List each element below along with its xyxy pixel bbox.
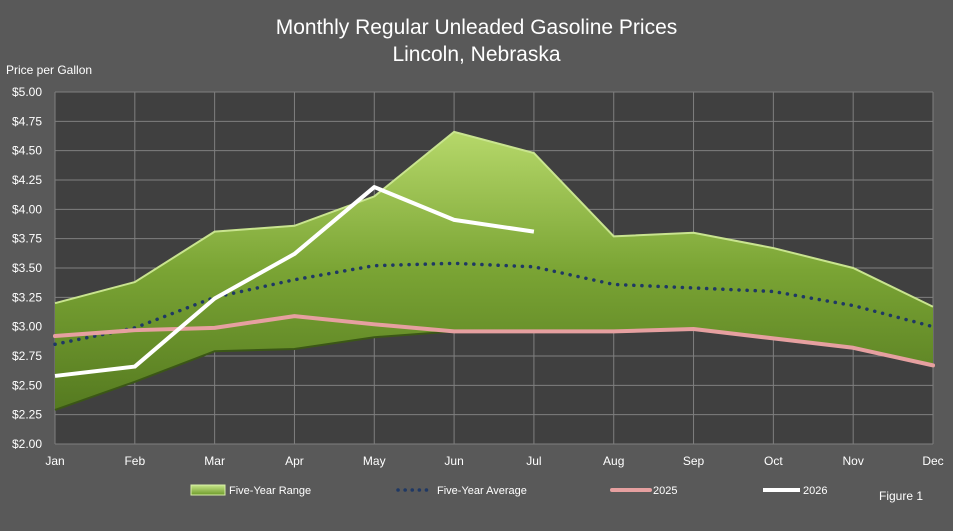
y-tick-label: $2.25 (12, 408, 42, 422)
x-tick-label: May (363, 454, 386, 468)
y-tick-label: $3.25 (12, 290, 42, 304)
legend-label-2025: 2025 (653, 485, 677, 497)
five-year-range-area (55, 131, 933, 410)
series-line-2026 (54, 185, 535, 378)
y-tick-label: $3.50 (12, 261, 42, 275)
five-year-range-upper-edge (54, 130, 934, 308)
y-tick-label: $4.50 (12, 144, 42, 158)
x-tick-label: Apr (285, 454, 304, 468)
y-tick-label: $4.25 (12, 173, 42, 187)
x-tick-label: Jun (444, 454, 463, 468)
x-tick-label: Mar (204, 454, 225, 468)
legend-label-five-year-average: Five-Year Average (437, 485, 527, 497)
x-tick-label: Jan (45, 454, 64, 468)
x-tick-label: Feb (124, 454, 145, 468)
legend-label-2026: 2026 (803, 485, 827, 497)
chart-subtitle: Lincoln, Nebraska (392, 43, 561, 66)
y-tick-label: $3.75 (12, 232, 42, 246)
chart-title-line: Monthly Regular Unleaded Gasoline Prices (275, 16, 678, 39)
x-tick-label: Aug (603, 454, 624, 468)
y-tick-label: $2.75 (12, 349, 42, 363)
y-tick-label: $2.50 (12, 378, 42, 392)
legend-label-five-year-range: Five-Year Range (229, 485, 311, 497)
y-tick-label: $3.00 (12, 320, 42, 334)
x-tick-label: Dec (922, 454, 943, 468)
series-line-2025 (53, 314, 935, 368)
y-tick-label: $4.00 (12, 202, 42, 216)
figure-label: Figure 1 (879, 489, 924, 503)
chart-title: Monthly Regular Unleaded Gasoline Prices… (0, 14, 953, 68)
y-axis-label: Price per Gallon (6, 63, 93, 77)
legend-swatch-five-year-range (190, 484, 226, 496)
y-tick-label: $4.75 (12, 114, 42, 128)
y-tick-label: $2.00 (12, 437, 42, 451)
y-tick-label: $5.00 (12, 85, 42, 99)
x-tick-label: Sep (683, 454, 705, 468)
x-tick-label: Oct (764, 454, 783, 468)
x-tick-label: Jul (526, 454, 541, 468)
x-tick-label: Nov (843, 454, 864, 468)
series-line-five-year-average (53, 261, 935, 347)
